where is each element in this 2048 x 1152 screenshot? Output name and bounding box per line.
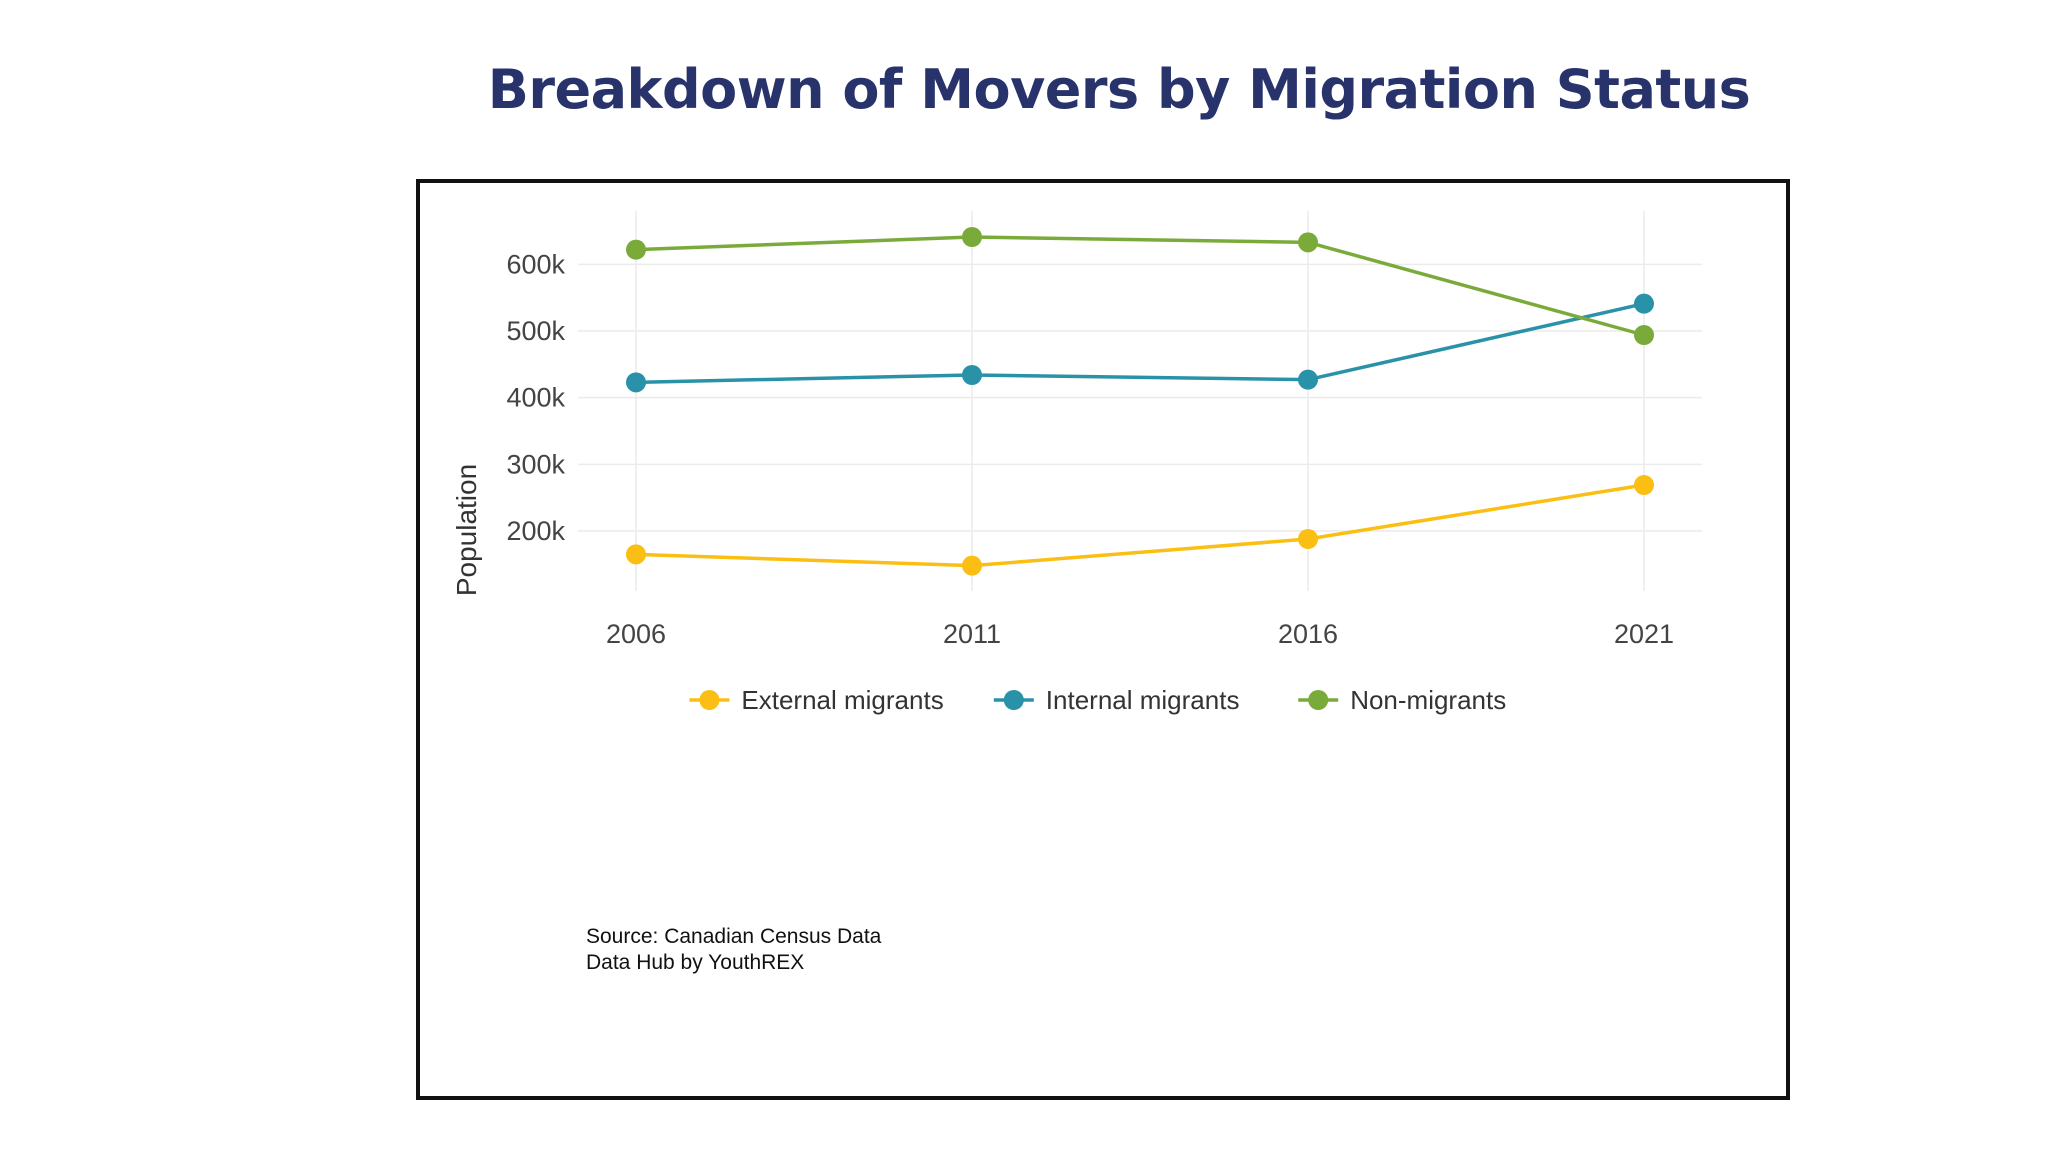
data-point-non-migrants (1298, 232, 1318, 253)
legend: External migrants Internal migrants Non-mi… (689, 685, 1506, 715)
y-tick-label: 300k (506, 449, 565, 479)
y-tick-label: 500k (506, 316, 565, 346)
grid-layer (578, 211, 1702, 591)
data-point-non-migrants (962, 227, 982, 247)
series-line-external-migrants (635, 483, 1645, 568)
y-axis-ticks: 200k 300k 400k 500k 600k (506, 249, 565, 546)
series-internal-migrants (626, 293, 1654, 393)
data-point-internal-migrants (1298, 369, 1318, 390)
legend-swatch-dot (1308, 690, 1329, 710)
legend-swatch-dot (1003, 690, 1024, 710)
x-tick-label: 2011 (943, 619, 1001, 649)
data-point-external-migrants (1298, 529, 1318, 549)
y-tick-label: 200k (506, 516, 565, 546)
y-axis-title: Population (451, 464, 482, 596)
x-axis-ticks: 2006 2011 2016 2021 (606, 619, 1674, 649)
legend-item-internal-migrants: Internal migrants (993, 685, 1240, 715)
data-point-non-migrants (1634, 325, 1654, 345)
x-tick-label: 2016 (1278, 619, 1338, 649)
legend-label: External migrants (741, 685, 943, 715)
x-tick-label: 2021 (1614, 619, 1674, 649)
data-point-external-migrants (626, 544, 646, 565)
y-tick-label: 600k (506, 249, 565, 279)
data-point-external-migrants (962, 555, 982, 576)
legend-label: Internal migrants (1046, 685, 1240, 715)
x-tick-label: 2006 (606, 619, 666, 649)
legend-item-external-migrants: External migrants (689, 685, 944, 715)
series-line-non-migrants (635, 235, 1645, 337)
chart-frame: 200k 300k 400k 500k 600k 2006 2011 2016 2021 Po… (416, 179, 1790, 1100)
line-chart: 200k 300k 400k 500k 600k 2006 2011 2016 2021 Po… (451, 211, 1702, 715)
source-line: Source: Canadian Census Data (586, 925, 882, 948)
data-point-internal-migrants (962, 365, 982, 385)
data-point-internal-migrants (626, 372, 646, 393)
series-line-internal-migrants (635, 301, 1645, 385)
data-point-external-migrants (1634, 475, 1654, 495)
data-point-internal-migrants (1634, 293, 1654, 314)
series-non-migrants (626, 227, 1654, 345)
series-external-migrants (626, 475, 1654, 576)
legend-item-non-migrants: Non-migrants (1298, 685, 1506, 715)
data-point-non-migrants (626, 239, 646, 260)
y-tick-label: 400k (506, 383, 565, 413)
series-layer (626, 227, 1654, 576)
credit-line: Data Hub by YouthREX (586, 951, 805, 974)
page-title: Breakdown of Movers by Migration Status (487, 58, 1751, 121)
source-note: Source: Canadian Census Data Data Hub by… (586, 924, 881, 976)
legend-label: Non-migrants (1350, 685, 1506, 715)
legend-swatch-dot (699, 690, 720, 710)
